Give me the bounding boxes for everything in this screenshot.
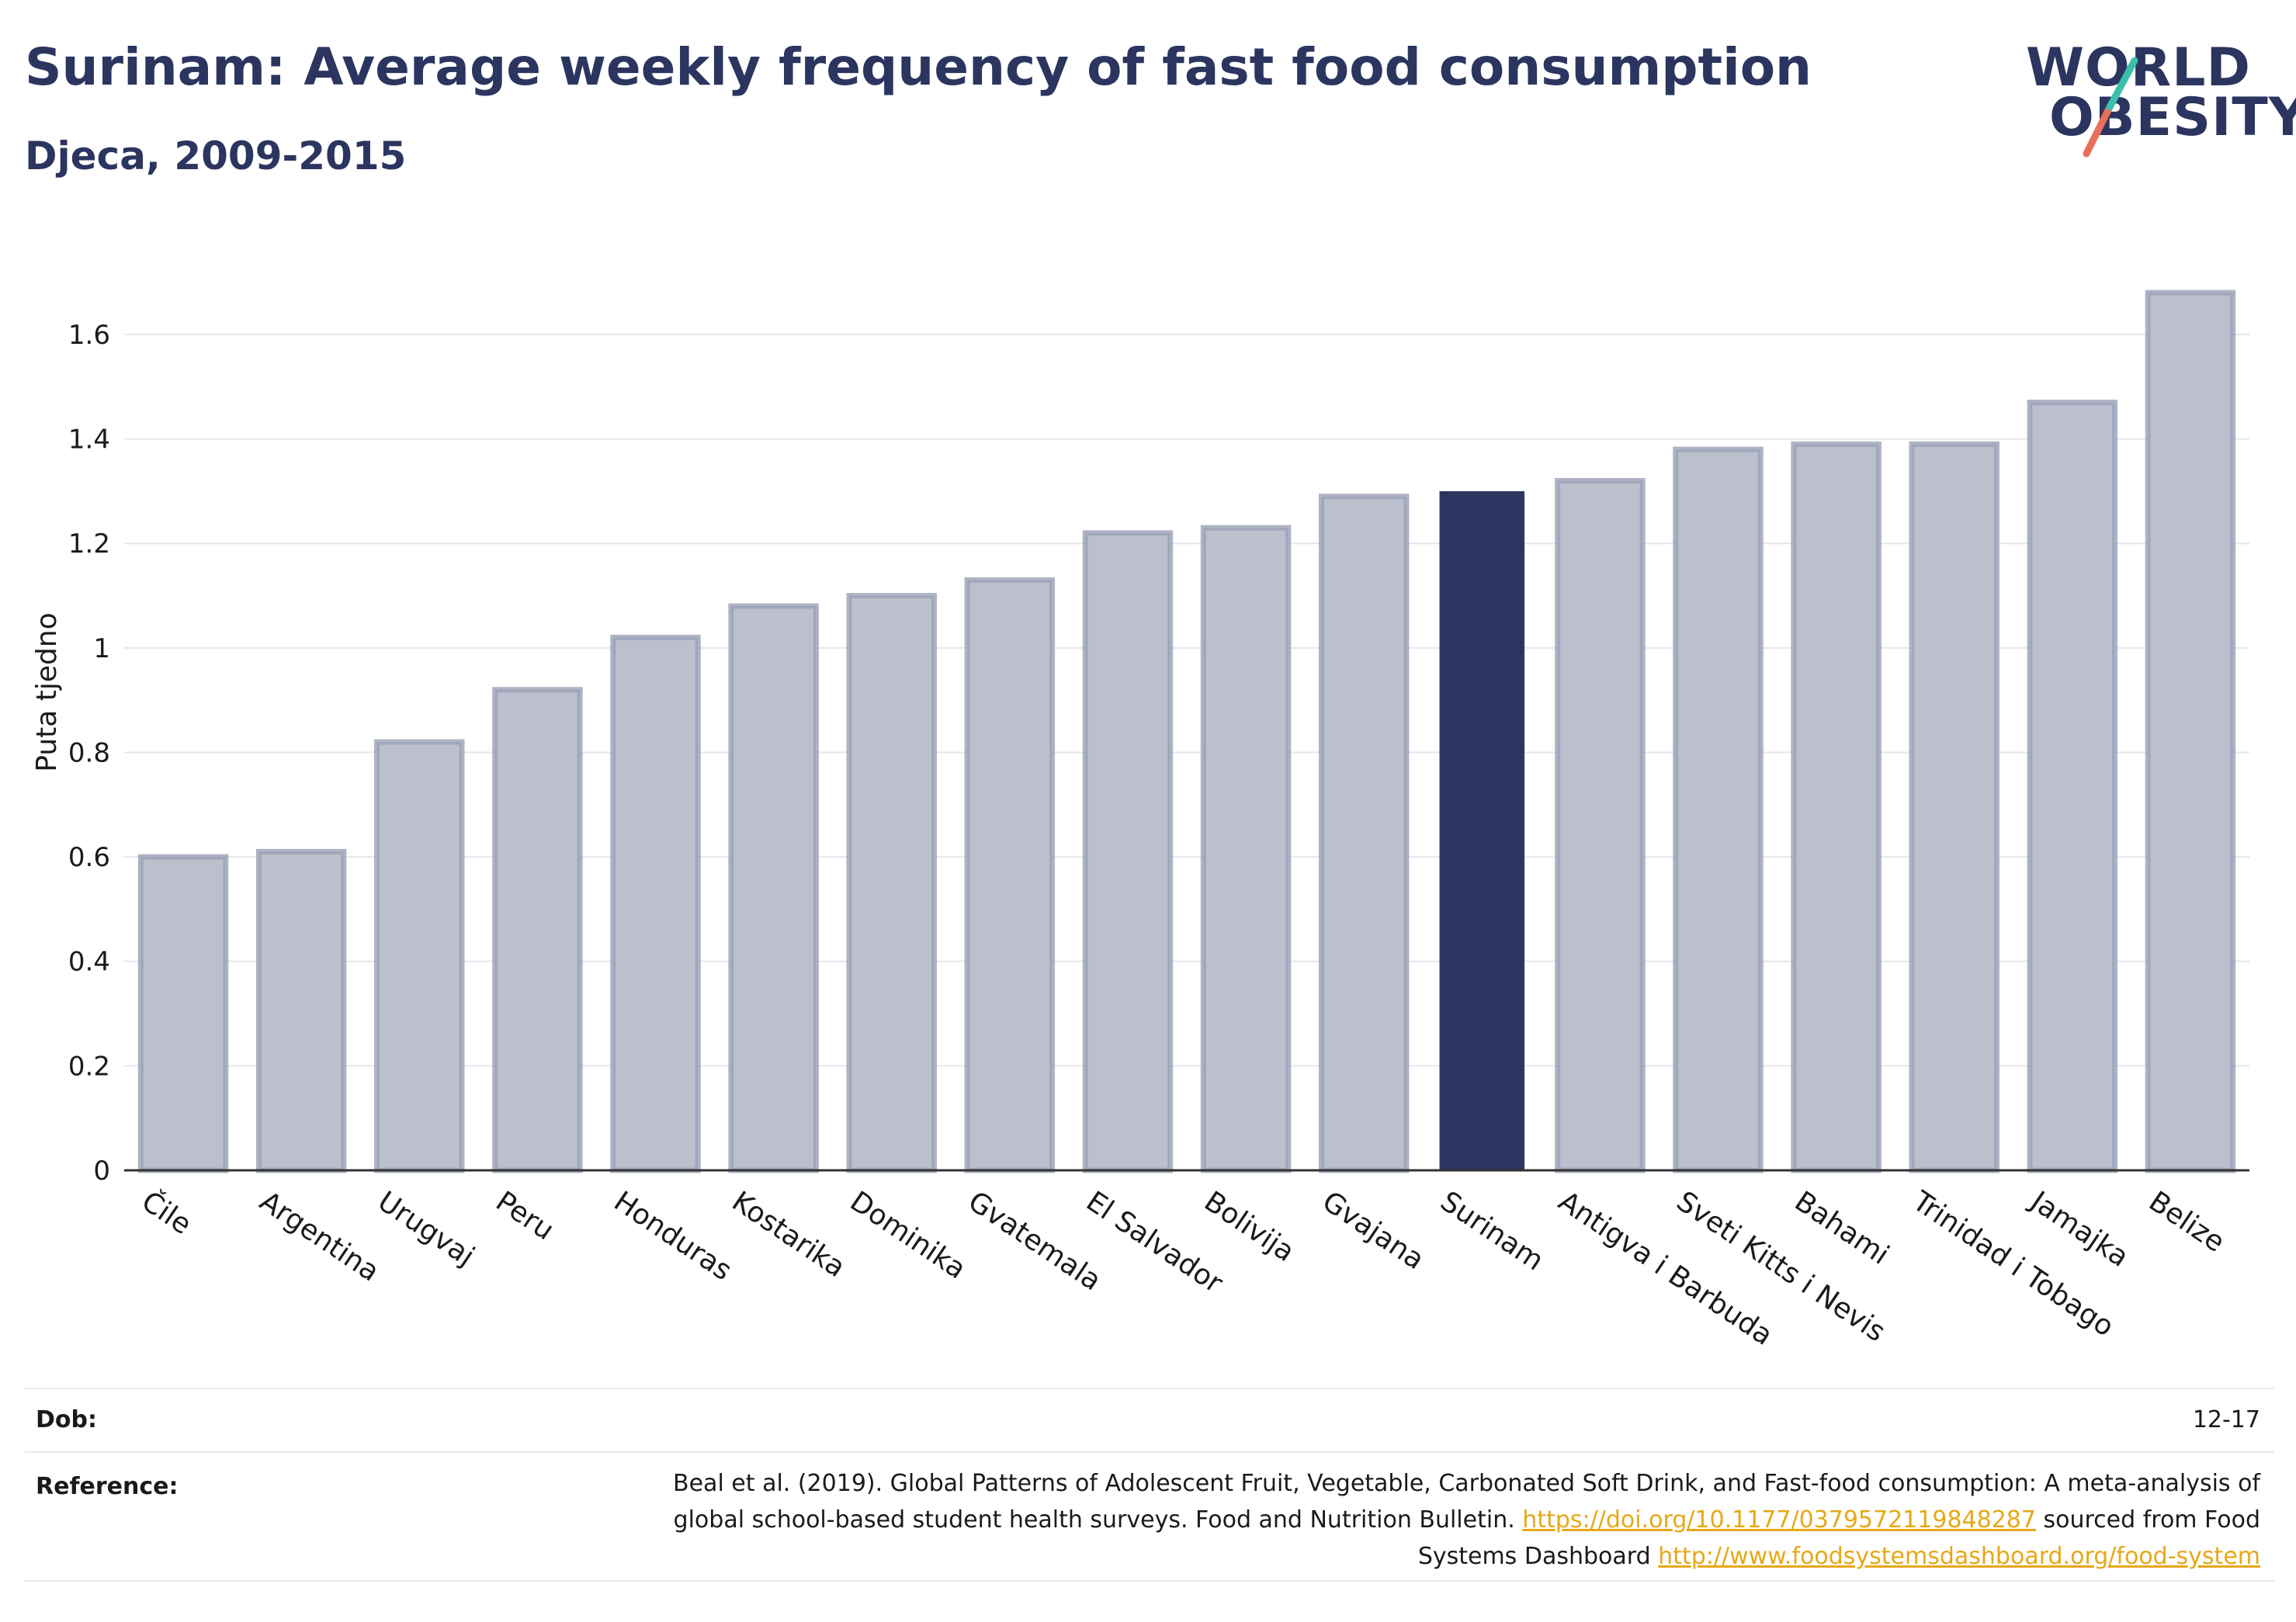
bar-sveti-kitts-i-nevis[interactable] bbox=[1673, 446, 1764, 1173]
footer-divider bbox=[25, 1388, 2274, 1389]
y-tick-label: 0.4 bbox=[68, 947, 110, 978]
reference-label: Reference: bbox=[36, 1473, 179, 1500]
x-tick-label: Argentina bbox=[254, 1185, 385, 1288]
x-tick-label: Peru bbox=[490, 1185, 559, 1246]
y-tick-label: 1.6 bbox=[68, 320, 110, 351]
chart-subtitle: Djeca, 2009-2015 bbox=[25, 133, 407, 178]
bar-el-salvador[interactable] bbox=[1082, 530, 1174, 1173]
x-tick-label: Kostarika bbox=[727, 1185, 851, 1284]
bar-kostarika[interactable] bbox=[728, 603, 819, 1173]
x-tick-label: Belize bbox=[2143, 1185, 2230, 1258]
x-tick-label: Honduras bbox=[608, 1185, 737, 1287]
y-tick-label: 0.2 bbox=[68, 1051, 110, 1082]
bar-čile[interactable] bbox=[137, 854, 229, 1173]
age-value: 12-17 bbox=[2192, 1406, 2260, 1433]
x-tick-label: Antigva i Barbuda bbox=[1552, 1185, 1778, 1352]
grid-layer bbox=[124, 333, 2249, 1067]
y-tick-label: 0 bbox=[93, 1156, 110, 1187]
x-tick-label: Dominika bbox=[845, 1185, 972, 1285]
x-tick-label: Surinam bbox=[1434, 1185, 1549, 1277]
y-tick-label: 0.6 bbox=[68, 842, 110, 873]
y-tick-label: 0.8 bbox=[68, 737, 110, 768]
bar-gvajana[interactable] bbox=[1318, 494, 1410, 1173]
bar-jamajka[interactable] bbox=[2027, 399, 2118, 1173]
chart-title: Surinam: Average weekly frequency of fas… bbox=[25, 37, 1812, 97]
x-tick-label: Jamajka bbox=[2024, 1184, 2134, 1274]
bar-belize[interactable] bbox=[2145, 289, 2236, 1173]
age-label: Dob: bbox=[36, 1406, 97, 1433]
bar-urugvaj[interactable] bbox=[374, 739, 465, 1173]
reference-text-part-1: Beal et al. (2019). Global Patterns of A… bbox=[673, 1470, 2260, 1534]
footer-divider bbox=[25, 1580, 2274, 1582]
reference-dashboard-link[interactable]: http://www.foodsystemsdashboard.org/food… bbox=[1658, 1543, 2260, 1570]
bar-bahami[interactable] bbox=[1791, 441, 1882, 1173]
footer-divider bbox=[25, 1451, 2274, 1453]
x-tick-label: Gvajana bbox=[1316, 1185, 1430, 1276]
bar-argentina[interactable] bbox=[255, 848, 347, 1173]
bar-layer bbox=[137, 289, 2236, 1173]
reference-text-part-2: sourced from Food Systems Dashboard bbox=[1417, 1506, 2260, 1570]
x-tick-label: Sveti Kitts i Nevis bbox=[1670, 1185, 1891, 1348]
bar-chart: 0 0.2 0.4 0.6 0.8 1 1.2 1.4 1.6 Čile ArgentinaUrug… bbox=[31, 289, 2249, 1352]
logo-slash-icon bbox=[2083, 57, 2138, 158]
reference-doi-link[interactable]: https://doi.org/10.1177/0379572119848287 bbox=[1522, 1506, 2036, 1534]
bar-dominika[interactable] bbox=[846, 593, 937, 1173]
bar-surinam[interactable] bbox=[1439, 490, 1525, 1170]
x-tick-label: Gvatemala bbox=[962, 1185, 1107, 1297]
reference-text: Beal et al. (2019). Global Patterns of A… bbox=[630, 1465, 2260, 1575]
x-tick-label: Bolivija bbox=[1198, 1185, 1300, 1268]
y-tick-label: 1.2 bbox=[68, 529, 110, 560]
x-tick-label: Trinidad i Tobago bbox=[1906, 1185, 2120, 1343]
bar-antigva-i-barbuda[interactable] bbox=[1555, 477, 1646, 1173]
y-tick-label: 1 bbox=[93, 633, 110, 664]
x-tick-label: Urugvaj bbox=[372, 1185, 480, 1272]
y-axis-label: Puta tjedno bbox=[31, 612, 63, 771]
bar-gvatemala[interactable] bbox=[964, 577, 1056, 1173]
y-tick-label: 1.4 bbox=[68, 425, 110, 456]
bar-peru[interactable] bbox=[492, 687, 583, 1173]
bar-bolivija[interactable] bbox=[1200, 525, 1292, 1173]
x-tick-label: Čile bbox=[136, 1185, 197, 1241]
bar-honduras[interactable] bbox=[610, 634, 701, 1173]
logo-line-1: WORLD bbox=[2026, 37, 2251, 99]
logo-line-2: OBESITY bbox=[2049, 87, 2296, 148]
world-obesity-logo: WORLD OBESITY bbox=[2018, 37, 2296, 169]
x-tick-label: Bahami bbox=[1789, 1185, 1895, 1270]
bar-trinidad-i-tobago[interactable] bbox=[1909, 441, 1999, 1173]
